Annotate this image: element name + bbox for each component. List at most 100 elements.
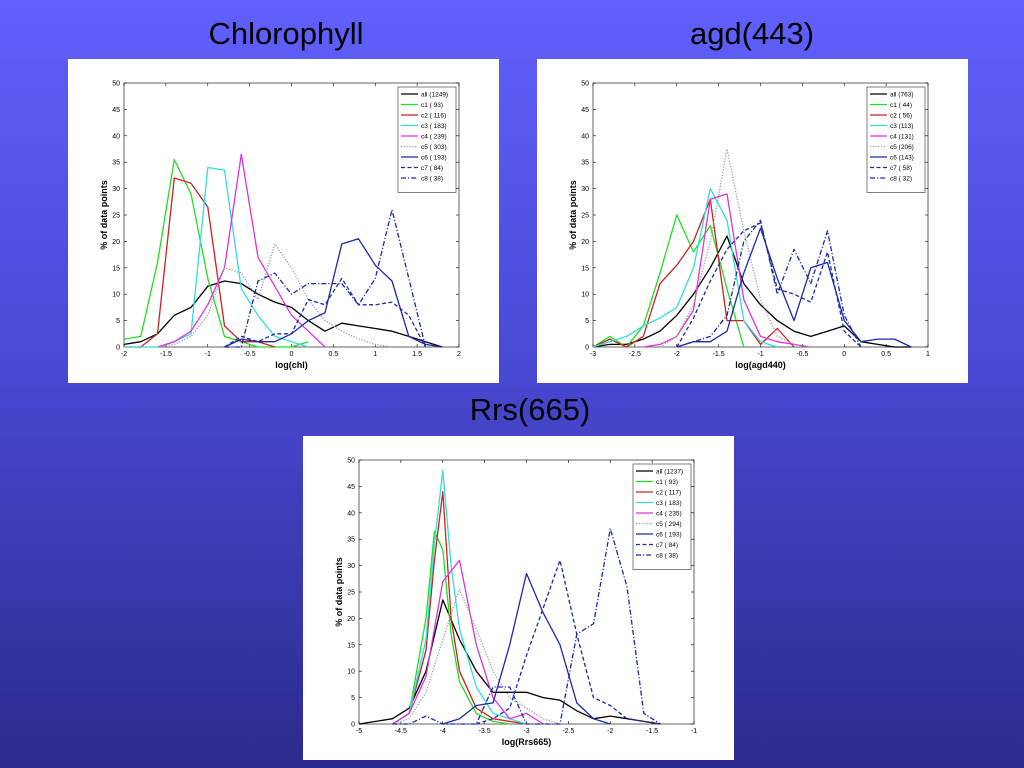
series-line-c4	[643, 193, 811, 348]
x-tick-label: -1	[205, 351, 211, 358]
y-tick-label: 15	[347, 642, 355, 649]
series-line-c3	[124, 166, 309, 348]
x-tick-label: -5	[356, 728, 362, 735]
series-line-c1	[392, 530, 510, 725]
y-tick-label: 5	[116, 318, 120, 325]
agd443-chart-panel: -3 -2.5 -2 -1.5 -1 -0.5 0 0.5 1 0 5 10 15 20 25 30 35 40 4…	[537, 59, 968, 383]
series-line-c5	[157, 243, 393, 348]
agd443-chart: -3 -2.5 -2 -1.5 -1 -0.5 0 0.5 105101520253035404…	[568, 81, 930, 371]
x-tick-label: 1	[373, 351, 377, 358]
x-tick-label: 2	[457, 351, 461, 358]
legend-entry-c7: c7 ( 84)	[421, 165, 443, 172]
x-axis-label: log(chl)	[275, 360, 308, 370]
y-tick-label: 0	[585, 345, 589, 352]
y-tick-label: 10	[347, 669, 355, 676]
x-tick-label: -3.5	[479, 728, 491, 735]
legend-entry-c3: c3 ( 183)	[421, 123, 447, 130]
y-tick-label: 20	[112, 239, 120, 246]
series-line-c6	[676, 227, 912, 348]
y-tick-label: 50	[581, 81, 589, 88]
y-tick-label: 40	[347, 510, 355, 517]
legend-entry-c7: c7 ( 84)	[656, 542, 678, 549]
y-tick-label: 15	[581, 265, 589, 272]
series-line-c6	[224, 238, 443, 348]
legend-entry-c1: c1 ( 93)	[421, 102, 443, 109]
x-tick-label: -1.5	[713, 351, 725, 358]
legend-entry-c2: c2 ( 56)	[890, 112, 912, 119]
y-tick-label: 5	[585, 318, 589, 325]
legend-entry-c8: c8 ( 32)	[890, 175, 912, 182]
x-tick-label: -2	[121, 351, 127, 358]
x-tick-label: 1	[926, 351, 930, 358]
legend-entry-c5: c5 ( 303)	[421, 144, 447, 151]
chlorophyll-chart-panel: -2 -1.5 -1 -0.5 0 0.5 1 1.5 2 0 5 10 15 20 25 30 35 40 45 5…	[68, 59, 499, 383]
y-tick-label: 30	[581, 186, 589, 193]
x-axis-label: log(Rrs665)	[502, 737, 552, 747]
legend-entry-all: all (1237)	[656, 468, 683, 475]
y-tick-label: 15	[112, 265, 120, 272]
legend: all (763) c1 ( 44) c2 ( 56) c3 (113) c4 (131…	[866, 86, 926, 193]
y-axis-label: % of data points	[568, 180, 578, 250]
legend-entry-c1: c1 ( 93)	[656, 479, 678, 486]
x-tick-label: -2.5	[629, 351, 641, 358]
x-tick-label: -4	[440, 728, 446, 735]
series-line-c4	[157, 153, 326, 348]
x-tick-label: -2	[674, 351, 680, 358]
legend-entry-c3: c3 (113)	[890, 123, 913, 130]
y-tick-label: 30	[112, 186, 120, 193]
chlorophyll-title: Chlorophyll	[208, 16, 364, 51]
y-tick-label: 25	[347, 590, 355, 597]
x-tick-label: -4.5	[395, 728, 407, 735]
rrs665-title: Rrs(665)	[469, 392, 591, 427]
x-tick-label: 0.5	[881, 351, 891, 358]
x-tick-label: -1.5	[160, 351, 172, 358]
rrs665-chart-panel: -5 -4.5 -4 -3.5 -3 -2.5 -2 -1.5 -1 0 5 10 15 20 25 30 35…	[303, 436, 734, 760]
legend-entry-c5: c5 ( 294)	[656, 521, 682, 528]
series-line-c8	[224, 209, 427, 348]
legend-entry-c3: c3 ( 183)	[656, 500, 682, 507]
x-tick-label: 0	[842, 351, 846, 358]
chlorophyll-chart: -2 -1.5 -1 -0.5 0 0.5 1 1.5 20510152025303540455…	[99, 81, 461, 371]
legend-entry-c2: c2 ( 116)	[421, 112, 446, 119]
legend-entry-c4: c4 ( 235)	[656, 510, 682, 517]
y-tick-label: 40	[581, 133, 589, 140]
legend-entry-c4: c4 (131)	[890, 133, 914, 140]
legend-entry-c6: c6 ( 193)	[656, 531, 682, 538]
x-tick-label: -3	[590, 351, 596, 358]
x-tick-label: -2	[607, 728, 613, 735]
y-tick-label: 50	[347, 458, 355, 465]
series-line-c1	[123, 158, 309, 348]
y-tick-label: 25	[581, 213, 589, 220]
y-tick-label: 25	[112, 213, 120, 220]
series-line-c2	[592, 198, 795, 348]
y-tick-label: 45	[581, 107, 589, 114]
series-line-all	[358, 599, 661, 725]
x-tick-label: -0.5	[796, 351, 808, 358]
series-line-c5	[392, 588, 561, 725]
y-tick-label: 35	[112, 160, 120, 167]
y-tick-label: 50	[112, 81, 120, 88]
x-tick-label: -1	[757, 351, 763, 358]
rrs665-chart: -5 -4.5 -4 -3.5 -3 -2.5 -2 -1.5 -1 0 5 10 15 20 25 30 35…	[334, 458, 697, 748]
legend-entry-c5: c5 (206)	[890, 144, 914, 151]
legend-entry-c6: c6 ( 193)	[421, 154, 447, 161]
x-tick-label: -1	[691, 728, 697, 735]
legend-entry-c4: c4 ( 239)	[421, 133, 447, 140]
series-line-c7	[224, 277, 427, 348]
y-tick-label: 30	[347, 563, 355, 570]
series-line-all	[123, 280, 443, 348]
y-tick-label: 40	[112, 133, 120, 140]
legend-entry-c1: c1 ( 44)	[890, 102, 912, 109]
legend-entry-c6: c6 (143)	[890, 154, 914, 161]
series-line-c6	[442, 572, 611, 725]
series-line-c8	[392, 527, 661, 725]
legend-entry-c2: c2 ( 117)	[656, 489, 681, 496]
y-axis-label: % of data points	[334, 557, 344, 627]
x-tick-label: 1.5	[412, 351, 422, 358]
series-line-c4	[392, 559, 544, 725]
y-tick-label: 0	[351, 722, 355, 729]
x-axis-label: log(agd440)	[735, 360, 786, 370]
y-tick-label: 35	[581, 160, 589, 167]
legend: all (1237) c1 ( 93) c2 ( 117) c3 ( 183) c4 (…	[632, 463, 692, 570]
agd443-title: agd(443)	[689, 16, 815, 51]
